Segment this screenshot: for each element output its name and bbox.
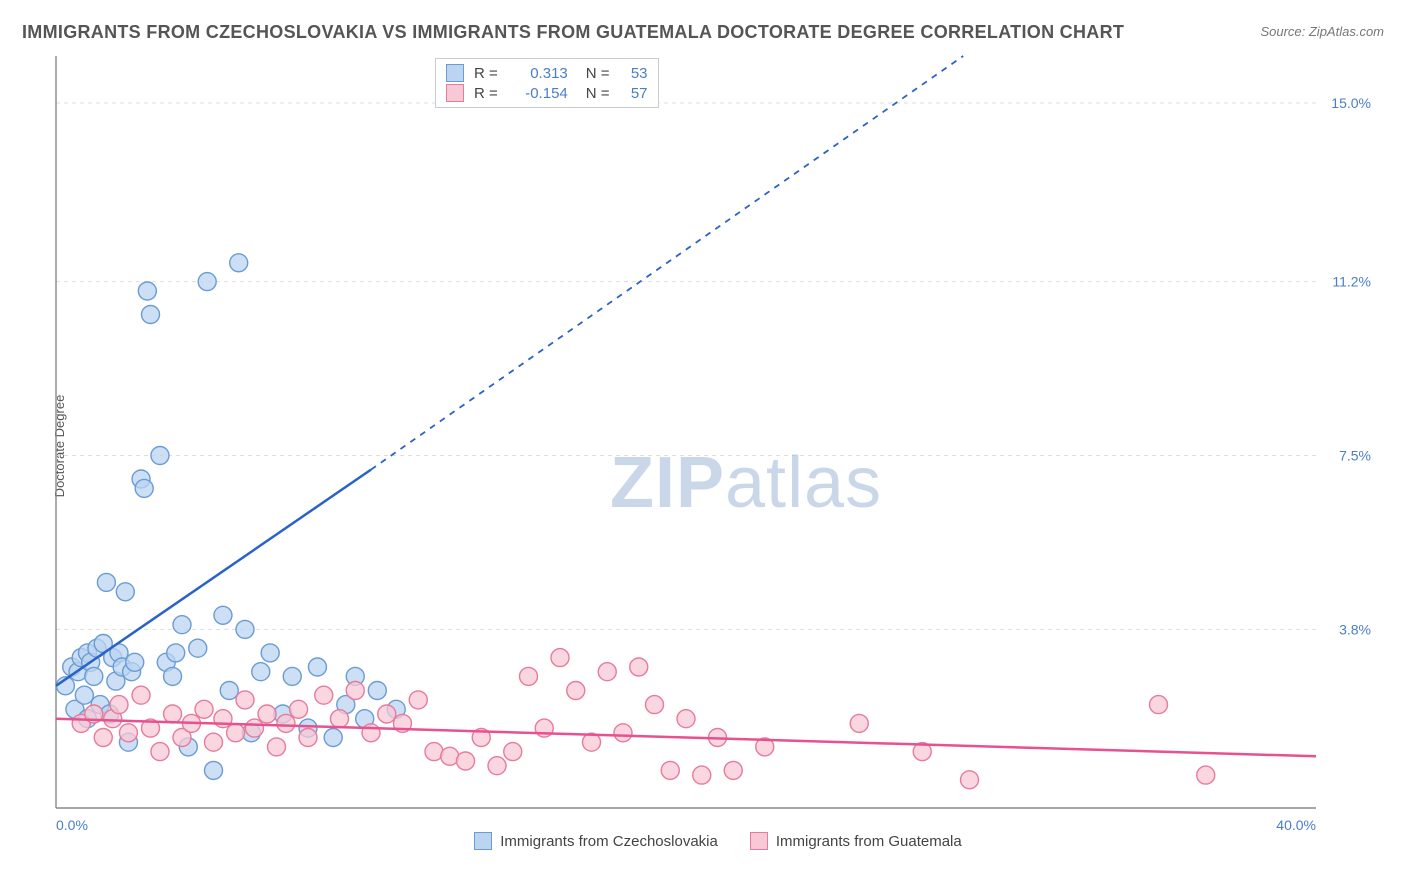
svg-text:7.5%: 7.5% — [1339, 448, 1371, 464]
r-label: R = — [470, 85, 502, 102]
legend-label: Immigrants from Guatemala — [776, 833, 962, 850]
r-label: R = — [470, 65, 502, 82]
n-label: N = — [582, 65, 614, 82]
source-attribution: Source: ZipAtlas.com — [1260, 24, 1384, 39]
n-value: 57 — [620, 85, 648, 102]
svg-text:0.0%: 0.0% — [56, 817, 88, 833]
series-legend: Immigrants from Czechoslovakia Immigrants… — [50, 832, 1386, 850]
r-value: -0.154 — [508, 85, 568, 102]
svg-text:40.0%: 40.0% — [1276, 817, 1316, 833]
swatch-icon — [474, 832, 492, 850]
swatch-icon — [446, 84, 464, 102]
legend-item: Immigrants from Guatemala — [750, 832, 962, 850]
legend-label: Immigrants from Czechoslovakia — [500, 833, 718, 850]
n-label: N = — [582, 85, 614, 102]
chart-title: IMMIGRANTS FROM CZECHOSLOVAKIA VS IMMIGR… — [22, 22, 1124, 43]
scatter-svg: 3.8% 7.5% 11.2% 15.0% 0.0% 40.0% — [50, 52, 1386, 848]
stats-row: R = 0.313 N = 53 — [446, 63, 648, 83]
swatch-icon — [446, 64, 464, 82]
svg-text:11.2%: 11.2% — [1332, 274, 1371, 290]
svg-text:3.8%: 3.8% — [1339, 621, 1371, 637]
stats-legend: R = 0.313 N = 53 R = -0.154 N = 57 — [435, 58, 659, 108]
svg-text:15.0%: 15.0% — [1331, 95, 1371, 111]
legend-item: Immigrants from Czechoslovakia — [474, 832, 718, 850]
n-value: 53 — [620, 65, 648, 82]
plot-area: 3.8%7.5%11.2%15.0%0.0%40.0% ZIPatlas R =… — [50, 52, 1386, 848]
r-value: 0.313 — [508, 65, 568, 82]
swatch-icon — [750, 832, 768, 850]
stats-row: R = -0.154 N = 57 — [446, 83, 648, 103]
